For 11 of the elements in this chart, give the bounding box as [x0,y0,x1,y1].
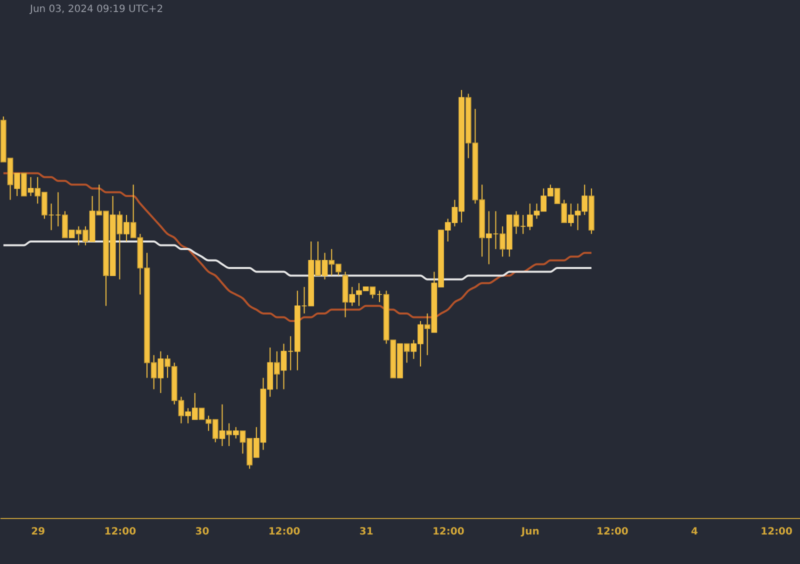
x-tick-label: 12:00 [104,526,136,538]
x-tick-label: 12:00 [432,526,464,538]
x-tick-label: 29 [31,526,46,538]
x-tick-label: 30 [195,526,210,538]
x-tick-label: 12:00 [760,526,793,538]
x-tick-label: 12:00 [596,526,628,538]
x-tick-label: 31 [359,526,374,538]
x-tick-label: 12:00 [268,526,300,538]
x-tick-label: 4 [691,526,698,538]
x-tick-label: Jun [520,526,540,538]
text: Jun 03, 2024 09:19 UTC+2 [29,4,164,15]
